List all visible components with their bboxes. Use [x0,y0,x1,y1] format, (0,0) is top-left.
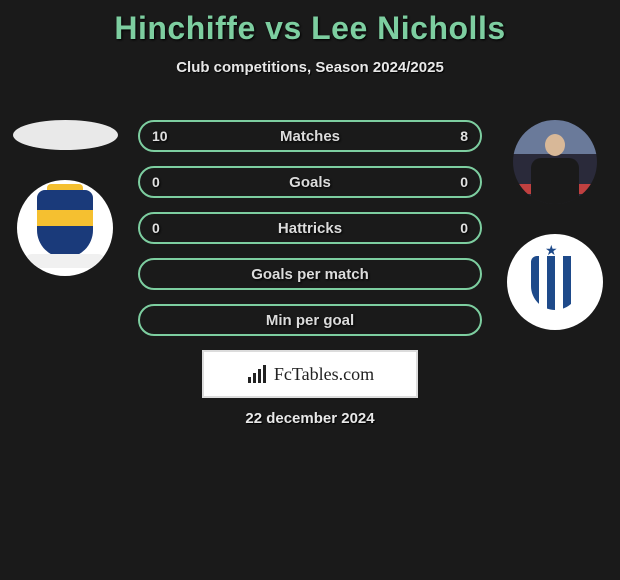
left-player-photo [13,120,118,150]
stat-label: Goals [289,174,331,191]
stat-row-min-per-goal: Min per goal [138,304,482,336]
stats-block: 10 Matches 8 0 Goals 0 0 Hattricks 0 Goa… [138,120,482,350]
stat-row-goals-per-match: Goals per match [138,258,482,290]
stat-right-value: 0 [460,220,468,236]
subtitle: Club competitions, Season 2024/2025 [0,59,620,76]
stat-left-value: 0 [152,174,160,190]
watermark-text: FcTables.com [274,364,374,385]
bar-chart-icon [246,365,268,383]
date-text: 22 december 2024 [0,410,620,427]
stat-left-value: 0 [152,220,160,236]
stat-label: Hattricks [278,220,342,237]
stat-right-value: 0 [460,174,468,190]
left-club-crest [17,180,113,276]
right-player-photo [513,120,597,204]
stat-row-goals: 0 Goals 0 [138,166,482,198]
left-player-column [10,120,120,276]
stat-right-value: 8 [460,128,468,144]
watermark: FcTables.com [202,350,418,398]
stat-left-value: 10 [152,128,168,144]
right-club-crest: ★ ★ ★ [507,234,603,330]
infographic: Hinchiffe vs Lee Nicholls Club competiti… [0,0,620,580]
stat-row-matches: 10 Matches 8 [138,120,482,152]
page-title: Hinchiffe vs Lee Nicholls [0,0,620,47]
stat-label: Min per goal [266,312,354,329]
stat-label: Goals per match [251,266,369,283]
stat-label: Matches [280,128,340,145]
stat-row-hattricks: 0 Hattricks 0 [138,212,482,244]
right-player-column: ★ ★ ★ [500,120,610,330]
